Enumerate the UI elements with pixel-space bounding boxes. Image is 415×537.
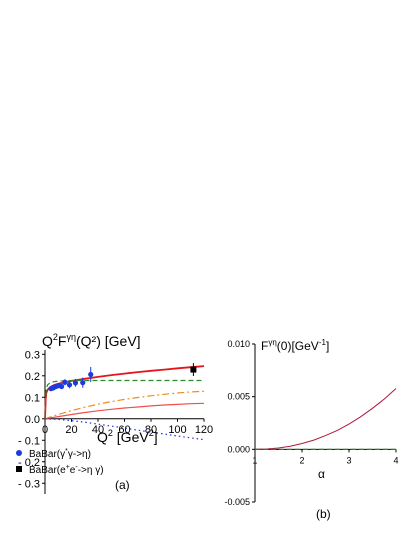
panel-a-x-tick-label: 100 xyxy=(168,424,186,436)
panel-a-y-tick-label: - 0.3 xyxy=(18,478,40,490)
panel-a-y-tick-label: 0.3 xyxy=(25,349,40,361)
data-point-circle xyxy=(88,371,94,378)
data-point-circle xyxy=(66,382,73,388)
data-point-circle xyxy=(58,383,65,390)
legend-label-babar-gamma-gamma: BaBar(γ*γ->η) xyxy=(29,448,91,460)
panel-a-x-tick-label: 20 xyxy=(65,424,77,436)
series-line-2 xyxy=(44,390,205,420)
panel-a-x-tick-label: 60 xyxy=(118,424,130,436)
panel-b-axes xyxy=(252,343,397,503)
panel-a-y-tick-label: 0.2 xyxy=(25,371,40,383)
panel-a-chart: Q2Fγη(Q²) [GeV] 0.3 0.2 0.1 0.0 - 0.1 - 0.2 - … xyxy=(16,332,213,494)
legend-label-babar-ee: BaBar(e+e-->η γ) xyxy=(29,464,104,476)
panel-b-y-tick-label: 0.010 xyxy=(227,339,250,349)
panel-a-x-tick-label: 80 xyxy=(145,424,157,436)
panel-a-x-tick-labels: 020406080100120 xyxy=(42,424,213,436)
panel-b-x-axis-label: α xyxy=(318,467,325,481)
panel-b-series xyxy=(254,388,397,450)
panel-b-x-tick-labels: 1234 xyxy=(252,455,398,465)
panel-a-legend: BaBar(γ*γ->η) BaBar(e+e-->η γ) xyxy=(16,448,104,476)
panel-a-caption: (a) xyxy=(115,478,130,492)
data-point-circle xyxy=(72,380,79,386)
data-point-circle xyxy=(62,379,68,385)
panel-b-series-line-0 xyxy=(254,388,397,450)
legend-square-marker xyxy=(16,466,22,472)
panel-b-y-tick-label: 0.000 xyxy=(227,444,250,454)
panel-b-y-tick-labels: 0.010 0.005 0.000 -0.005 xyxy=(224,339,250,507)
panel-b-caption: (b) xyxy=(316,507,331,521)
data-point-circle xyxy=(80,380,86,386)
panel-a-x-axis-label: Q2 [GeV2] xyxy=(97,428,158,445)
panel-b-x-tick-label: 4 xyxy=(393,455,398,465)
panel-a-y-tick-label: 0.1 xyxy=(25,392,40,404)
panel-b-title: Fγη(0)[GeV-1] xyxy=(261,338,329,353)
legend-circle-marker xyxy=(16,450,22,456)
panel-b-y-tick-label: 0.005 xyxy=(227,392,250,402)
data-point-square xyxy=(190,366,197,373)
panel-a-y-tick-label: - 0.2 xyxy=(18,457,40,469)
panel-a-y-tick-label: 0.0 xyxy=(25,414,40,426)
panel-a-axes xyxy=(42,350,205,494)
panel-b-x-tick-label: 3 xyxy=(346,455,351,465)
panel-b-y-tick-label: -0.005 xyxy=(224,497,250,507)
panel-a-x-tick-label: 120 xyxy=(195,424,213,436)
panel-b-x-tick-label: 2 xyxy=(299,455,304,465)
panel-a-data-points xyxy=(48,363,197,392)
series-line-3 xyxy=(44,402,205,420)
panel-a-y-tick-label: - 0.1 xyxy=(18,435,40,447)
panel-a-x-tick-label: 40 xyxy=(92,424,104,436)
panel-a-title: Q2Fγη(Q²) [GeV] xyxy=(42,332,141,349)
panel-a-y-tick-labels: 0.3 0.2 0.1 0.0 - 0.1 - 0.2 - 0.3 xyxy=(18,349,40,490)
